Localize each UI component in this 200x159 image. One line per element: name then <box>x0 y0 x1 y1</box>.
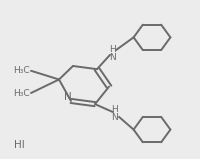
Text: H
N: H N <box>112 105 118 122</box>
Text: N: N <box>64 92 72 102</box>
Text: H₃C: H₃C <box>13 89 30 97</box>
Text: HI: HI <box>14 141 25 150</box>
Text: H
N: H N <box>109 45 115 62</box>
Text: H₃C: H₃C <box>13 66 30 75</box>
